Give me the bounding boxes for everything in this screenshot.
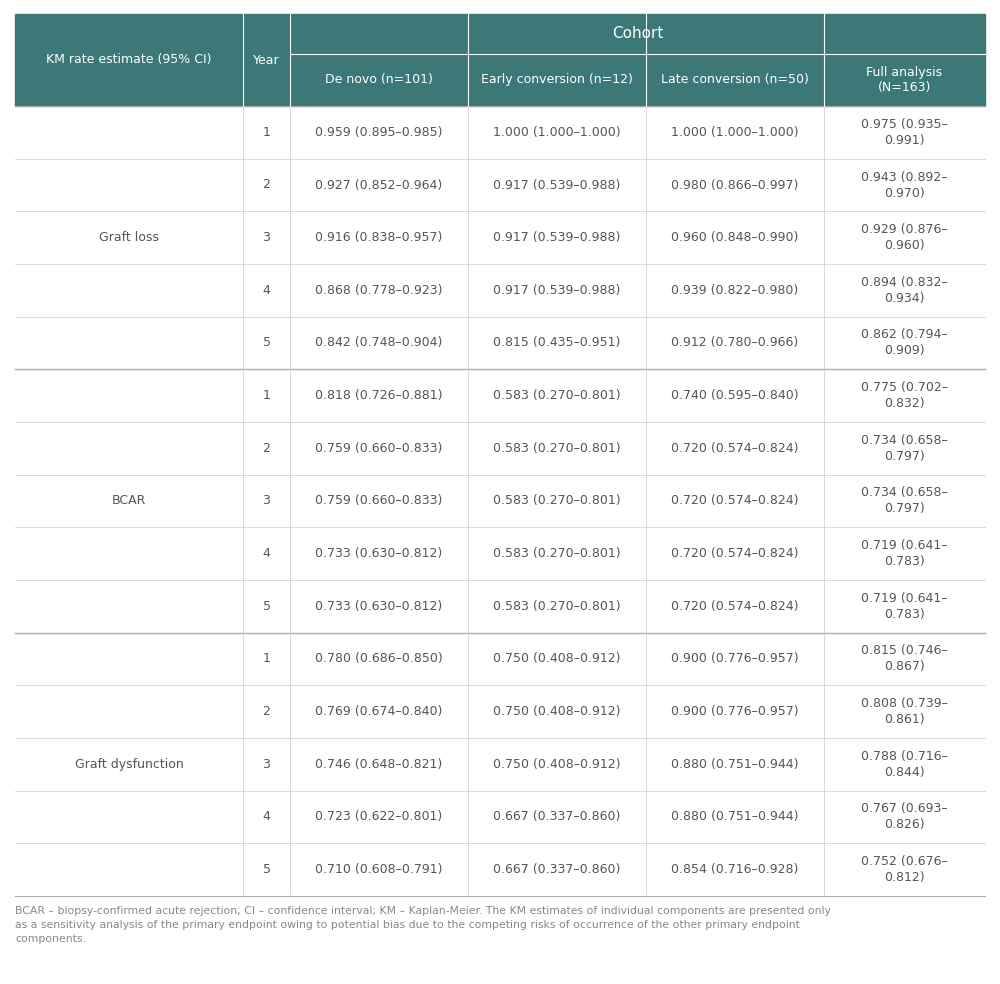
Text: 0.917 (0.539–0.988): 0.917 (0.539–0.988): [493, 178, 621, 192]
Text: 0.862 (0.794–
0.909): 0.862 (0.794– 0.909): [861, 329, 948, 357]
Text: 0.929 (0.876–
0.960): 0.929 (0.876– 0.960): [861, 223, 948, 252]
Text: 1: 1: [263, 389, 270, 402]
Text: 0.788 (0.716–
0.844): 0.788 (0.716– 0.844): [861, 750, 948, 778]
Text: 0.583 (0.270–0.801): 0.583 (0.270–0.801): [493, 547, 621, 560]
Text: De novo (n=101): De novo (n=101): [325, 74, 433, 87]
Text: 0.733 (0.630–0.812): 0.733 (0.630–0.812): [315, 600, 443, 613]
Text: 5: 5: [262, 863, 270, 876]
Text: 1.000 (1.000–1.000): 1.000 (1.000–1.000): [493, 126, 621, 139]
Text: 0.740 (0.595–0.840): 0.740 (0.595–0.840): [671, 389, 799, 402]
Text: 5: 5: [262, 600, 270, 613]
Text: 0.975 (0.935–
0.991): 0.975 (0.935– 0.991): [861, 118, 948, 147]
Text: 0.667 (0.337–0.860): 0.667 (0.337–0.860): [493, 863, 621, 876]
Text: 1: 1: [263, 652, 270, 665]
Text: 0.720 (0.574–0.824): 0.720 (0.574–0.824): [671, 495, 799, 508]
Text: BCAR – biopsy-confirmed acute rejection; CI – confidence interval; KM – Kaplan-M: BCAR – biopsy-confirmed acute rejection;…: [15, 906, 831, 944]
Text: 0.775 (0.702–
0.832): 0.775 (0.702– 0.832): [861, 381, 948, 410]
Text: 0.880 (0.751–0.944): 0.880 (0.751–0.944): [671, 758, 799, 770]
Text: 0.720 (0.574–0.824): 0.720 (0.574–0.824): [671, 442, 799, 455]
Text: 5: 5: [262, 337, 270, 349]
Text: 0.734 (0.658–
0.797): 0.734 (0.658– 0.797): [861, 434, 948, 462]
Text: 0.710 (0.608–0.791): 0.710 (0.608–0.791): [315, 863, 443, 876]
Text: 0.750 (0.408–0.912): 0.750 (0.408–0.912): [493, 758, 621, 770]
Text: Graft loss: Graft loss: [99, 231, 159, 244]
Text: 0.750 (0.408–0.912): 0.750 (0.408–0.912): [493, 652, 621, 665]
Text: 0.959 (0.895–0.985): 0.959 (0.895–0.985): [315, 126, 443, 139]
Text: 0.723 (0.622–0.801): 0.723 (0.622–0.801): [315, 811, 443, 824]
Text: 0.894 (0.832–
0.934): 0.894 (0.832– 0.934): [861, 276, 948, 305]
Text: 0.815 (0.435–0.951): 0.815 (0.435–0.951): [493, 337, 621, 349]
Text: 0.960 (0.848–0.990): 0.960 (0.848–0.990): [671, 231, 799, 244]
Text: 0.583 (0.270–0.801): 0.583 (0.270–0.801): [493, 495, 621, 508]
Text: 1.000 (1.000–1.000): 1.000 (1.000–1.000): [671, 126, 799, 139]
Text: 0.818 (0.726–0.881): 0.818 (0.726–0.881): [315, 389, 443, 402]
Text: 0.900 (0.776–0.957): 0.900 (0.776–0.957): [671, 706, 799, 718]
Text: 0.719 (0.641–
0.783): 0.719 (0.641– 0.783): [861, 591, 948, 621]
Text: 0.583 (0.270–0.801): 0.583 (0.270–0.801): [493, 600, 621, 613]
Text: 4: 4: [263, 283, 270, 297]
Text: 2: 2: [263, 442, 270, 455]
Text: 0.769 (0.674–0.840): 0.769 (0.674–0.840): [315, 706, 443, 718]
Text: 0.752 (0.676–
0.812): 0.752 (0.676– 0.812): [861, 855, 948, 885]
Text: Late conversion (n=50): Late conversion (n=50): [661, 74, 809, 87]
Bar: [15, 54, 985, 106]
Text: 3: 3: [263, 758, 270, 770]
Text: 0.746 (0.648–0.821): 0.746 (0.648–0.821): [315, 758, 443, 770]
Text: 3: 3: [263, 495, 270, 508]
Text: Full analysis
(N=163): Full analysis (N=163): [866, 66, 943, 94]
Text: 4: 4: [263, 811, 270, 824]
Text: Cohort: Cohort: [612, 27, 663, 41]
Text: 0.750 (0.408–0.912): 0.750 (0.408–0.912): [493, 706, 621, 718]
Text: 0.719 (0.641–
0.783): 0.719 (0.641– 0.783): [861, 539, 948, 568]
Text: 0.868 (0.778–0.923): 0.868 (0.778–0.923): [315, 283, 443, 297]
Text: 0.759 (0.660–0.833): 0.759 (0.660–0.833): [315, 442, 443, 455]
Text: 0.917 (0.539–0.988): 0.917 (0.539–0.988): [493, 231, 621, 244]
Text: 0.917 (0.539–0.988): 0.917 (0.539–0.988): [493, 283, 621, 297]
Text: 0.815 (0.746–
0.867): 0.815 (0.746– 0.867): [861, 645, 948, 673]
Text: 0.980 (0.866–0.997): 0.980 (0.866–0.997): [671, 178, 799, 192]
Text: Graft dysfunction: Graft dysfunction: [75, 758, 183, 770]
Text: Year: Year: [253, 53, 280, 67]
Text: 0.583 (0.270–0.801): 0.583 (0.270–0.801): [493, 389, 621, 402]
Text: 0.880 (0.751–0.944): 0.880 (0.751–0.944): [671, 811, 799, 824]
Text: 0.759 (0.660–0.833): 0.759 (0.660–0.833): [315, 495, 443, 508]
Text: 0.733 (0.630–0.812): 0.733 (0.630–0.812): [315, 547, 443, 560]
Text: 0.927 (0.852–0.964): 0.927 (0.852–0.964): [315, 178, 443, 192]
Text: 2: 2: [263, 178, 270, 192]
Text: 0.734 (0.658–
0.797): 0.734 (0.658– 0.797): [861, 486, 948, 516]
Text: 0.720 (0.574–0.824): 0.720 (0.574–0.824): [671, 547, 799, 560]
Text: 0.900 (0.776–0.957): 0.900 (0.776–0.957): [671, 652, 799, 665]
Text: 2: 2: [263, 706, 270, 718]
Text: 4: 4: [263, 547, 270, 560]
Text: 0.943 (0.892–
0.970): 0.943 (0.892– 0.970): [861, 170, 948, 200]
Text: 0.767 (0.693–
0.826): 0.767 (0.693– 0.826): [861, 803, 948, 831]
Text: Early conversion (n=12): Early conversion (n=12): [481, 74, 633, 87]
Text: 1: 1: [263, 126, 270, 139]
Text: 0.854 (0.716–0.928): 0.854 (0.716–0.928): [671, 863, 799, 876]
Text: 0.667 (0.337–0.860): 0.667 (0.337–0.860): [493, 811, 621, 824]
Text: 0.842 (0.748–0.904): 0.842 (0.748–0.904): [315, 337, 443, 349]
Text: 0.916 (0.838–0.957): 0.916 (0.838–0.957): [315, 231, 443, 244]
Bar: [15, 14, 985, 54]
Text: 0.912 (0.780–0.966): 0.912 (0.780–0.966): [671, 337, 799, 349]
Text: 3: 3: [263, 231, 270, 244]
Text: BCAR: BCAR: [112, 495, 146, 508]
Text: 0.583 (0.270–0.801): 0.583 (0.270–0.801): [493, 442, 621, 455]
Text: 0.780 (0.686–0.850): 0.780 (0.686–0.850): [315, 652, 443, 665]
Text: KM rate estimate (95% CI): KM rate estimate (95% CI): [46, 53, 212, 67]
Text: 0.720 (0.574–0.824): 0.720 (0.574–0.824): [671, 600, 799, 613]
Text: 0.939 (0.822–0.980): 0.939 (0.822–0.980): [671, 283, 799, 297]
Text: 0.808 (0.739–
0.861): 0.808 (0.739– 0.861): [861, 698, 948, 726]
